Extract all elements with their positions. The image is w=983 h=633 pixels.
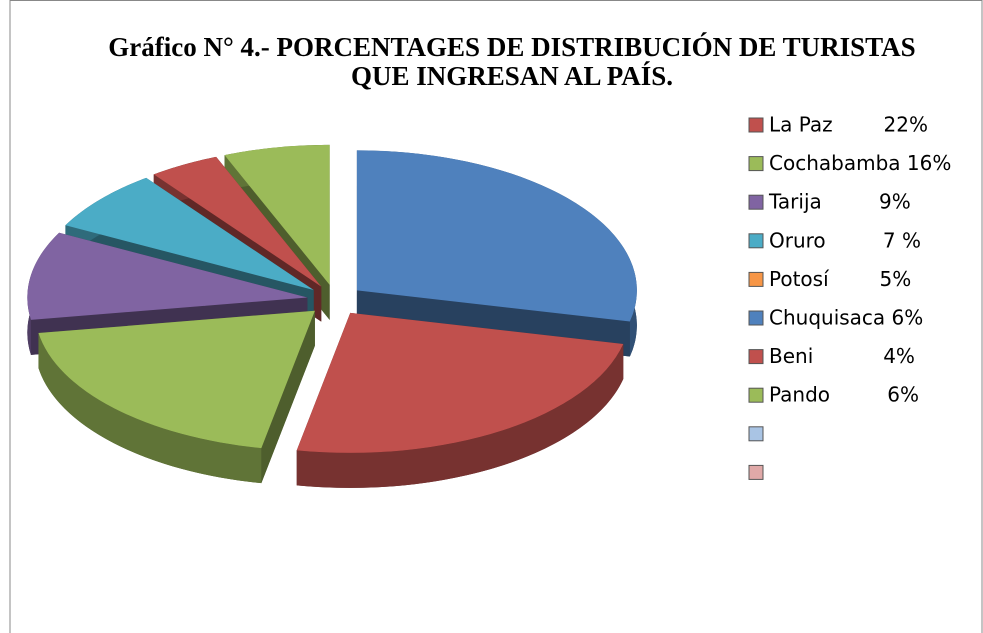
legend-swatch — [748, 310, 764, 326]
slice-rim — [38, 333, 262, 484]
legend-label: La Paz 22% — [769, 113, 928, 137]
legend-swatch — [748, 387, 764, 403]
slice-top — [153, 156, 322, 287]
legend-swatch — [748, 464, 764, 480]
legend-label: Beni 4% — [769, 344, 915, 368]
slice-top — [38, 310, 315, 449]
slice-side — [261, 310, 315, 484]
slice-top — [224, 144, 330, 285]
chart-title: Gráfico N° 4.- PORCENTAGES DE DISTRIBUCI… — [108, 32, 915, 62]
slice-top — [356, 150, 637, 322]
chart-title: QUE INGRESAN AL PAÍS. — [351, 61, 673, 91]
slice-top — [65, 177, 314, 291]
legend-label: Oruro 7 % — [769, 228, 921, 252]
legend-label: Chuquisaca 6% — [769, 306, 923, 330]
legend-label: Tarija 9% — [768, 190, 911, 214]
legend-swatch — [748, 194, 764, 210]
legend-label: Cochabamba 16% — [769, 151, 951, 175]
legend-swatch — [748, 349, 764, 365]
slice-top — [27, 232, 308, 320]
legend-label: Pando 6% — [769, 383, 919, 407]
slice-rim — [296, 344, 624, 488]
chart-border — [9, 0, 983, 633]
slice-top — [296, 312, 624, 453]
legend-swatch — [748, 233, 764, 249]
legend-swatch — [748, 117, 764, 133]
pie-slice — [296, 312, 624, 488]
pie-slice — [38, 310, 315, 484]
legend-swatch — [748, 156, 764, 172]
legend-swatch — [748, 271, 764, 287]
legend-swatch — [748, 426, 764, 442]
legend-label: Potosí 5% — [769, 267, 911, 291]
